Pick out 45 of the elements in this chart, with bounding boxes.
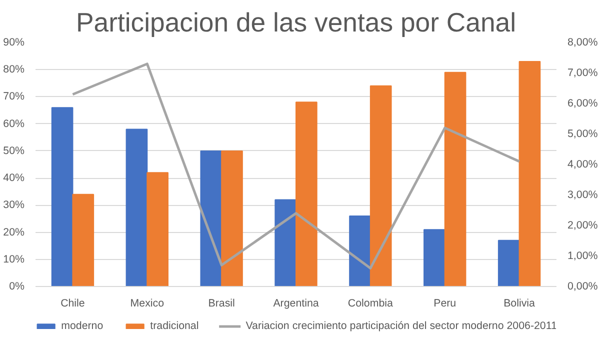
y-tick-label: 0% bbox=[9, 280, 26, 292]
x-tick-label: Chile bbox=[60, 298, 85, 310]
bar bbox=[72, 194, 94, 286]
bar bbox=[518, 60, 541, 286]
legend-label: moderno bbox=[61, 320, 104, 332]
bar bbox=[221, 150, 243, 286]
y2-tick-label: 5,00% bbox=[568, 128, 598, 140]
y-tick-label: 80% bbox=[3, 64, 26, 76]
bar bbox=[370, 85, 392, 286]
x-tick-label: Argentina bbox=[273, 298, 319, 310]
y-tick-label: 50% bbox=[3, 144, 26, 157]
y-tick-label: 70% bbox=[3, 90, 26, 103]
line-series bbox=[71, 62, 521, 270]
y2-tick-label: 2,00% bbox=[568, 220, 598, 232]
bar bbox=[349, 216, 371, 286]
bar bbox=[498, 240, 520, 286]
bar bbox=[200, 150, 222, 286]
legend-label: tradicional bbox=[150, 320, 199, 332]
y2-tick-label: 7,00% bbox=[568, 67, 598, 79]
y-tick-label: 90% bbox=[3, 36, 26, 48]
bar bbox=[296, 102, 318, 286]
x-tick-label: Peru bbox=[434, 298, 456, 310]
y-tick-label: 20% bbox=[3, 226, 26, 238]
x-tick-label: Mexico bbox=[130, 298, 164, 310]
y2-tick-label: 0,00% bbox=[568, 280, 598, 292]
bar bbox=[274, 199, 296, 286]
y-tick-label: 30% bbox=[3, 199, 26, 212]
y2-tick-label: 4,00% bbox=[568, 158, 598, 170]
y-tick-label: 40% bbox=[3, 172, 26, 184]
y2-tick-label: 8,00% bbox=[568, 36, 598, 48]
y2-tick-label: 3,00% bbox=[568, 189, 598, 201]
bar bbox=[424, 229, 446, 286]
chart-title: Participacion de las ventas por Canal bbox=[76, 8, 516, 38]
legend-label: Variacion crecimiento participación del sector moderno 2006-2011 bbox=[246, 320, 557, 332]
x-tick-label: Bolivia bbox=[504, 298, 536, 310]
bar bbox=[126, 128, 148, 286]
x-tick-label: Brasil bbox=[208, 298, 235, 310]
y-tick-label: 10% bbox=[3, 253, 26, 266]
x-tick-label: Colombia bbox=[348, 298, 394, 310]
bar bbox=[146, 172, 168, 286]
y-tick-label: 60% bbox=[3, 118, 26, 130]
bar bbox=[444, 72, 466, 286]
bar bbox=[51, 107, 74, 286]
y2-tick-label: 1,00% bbox=[568, 250, 598, 262]
y2-tick-label: 6,00% bbox=[568, 98, 598, 110]
